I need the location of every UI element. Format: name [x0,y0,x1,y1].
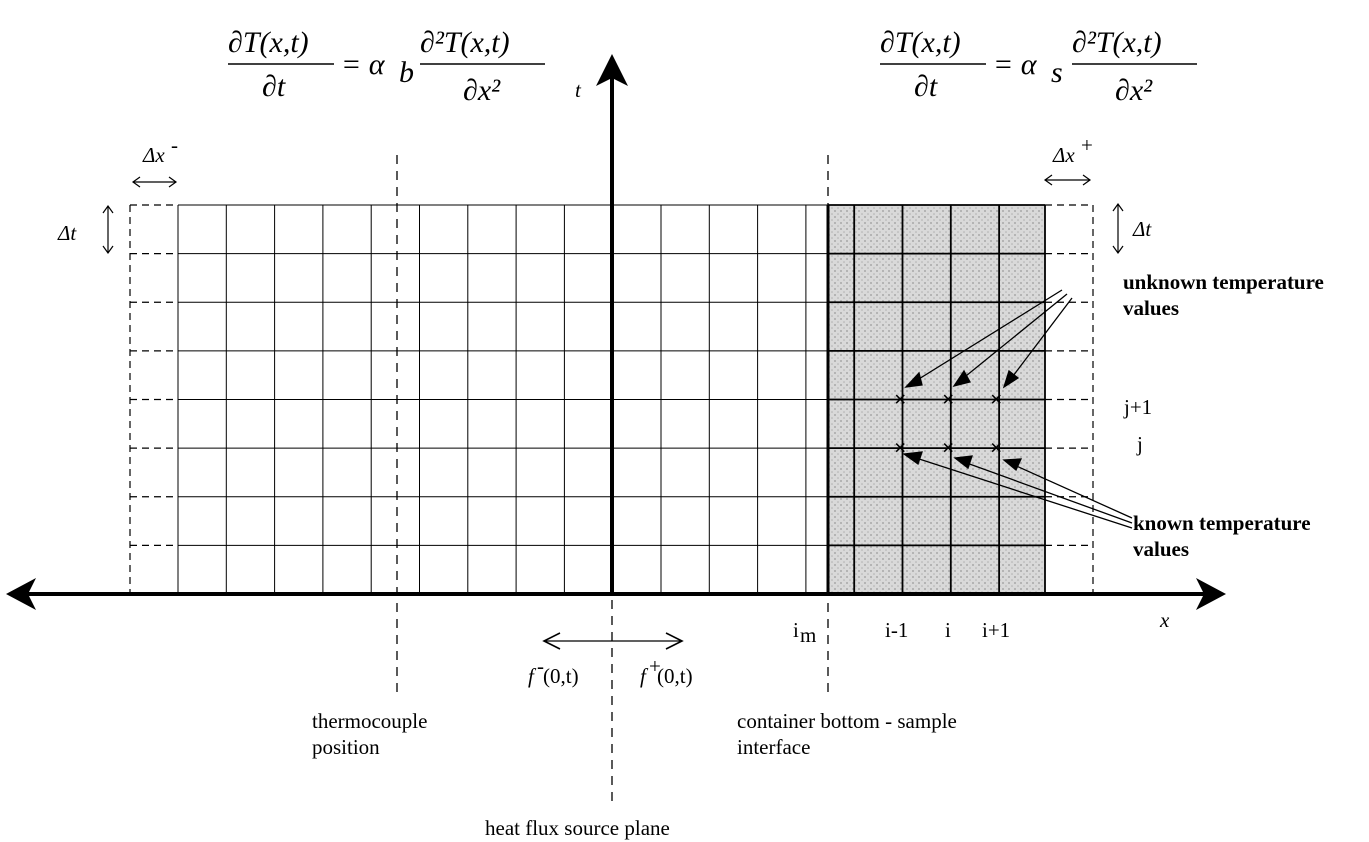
x-axis-left-arrow [6,578,36,610]
known-arrows [902,451,1133,529]
interface-label-line2: interface [737,735,810,759]
x-axis-right-arrow [1196,578,1226,610]
flux-arrow [542,632,684,650]
dt-left-label: Δt [57,221,77,245]
j-label: j [1136,432,1143,456]
left-eq-coefficient-sub: b [399,56,414,89]
dt-right-label: Δt [1132,217,1152,241]
flux-plus-arg: (0,t) [657,664,693,688]
left-eq-coefficient: = α [341,48,386,81]
flux-plus-f: f [640,664,649,688]
flux-plus-sup: + [649,654,661,678]
right-eq-coefficient-sub: s [1051,56,1063,89]
computational-grid [177,204,1046,594]
dt-right-dimension: Δt [1112,202,1152,255]
dx-plus-sup: + [1081,133,1093,157]
known-node-marker: × [990,435,1003,460]
unknown-node-marker: × [942,387,955,412]
dt-left-dimension: Δt [57,204,114,255]
j-plus-1-label: j+1 [1123,395,1152,419]
ghost-cells [129,204,1094,594]
right-eq-rhs-numerator: ∂²T(x,t) [1072,26,1162,59]
i-m-sub: m [800,623,816,647]
i-label: i [945,618,951,642]
dx-minus-dimension: Δx - [131,133,178,188]
dx-plus-dimension: Δx + [1043,133,1093,186]
right-equation: ∂T(x,t) ∂t = α s ∂²T(x,t) ∂x² [880,26,1197,107]
unknown-label-line1: unknown temperature [1123,270,1324,294]
left-eq-lhs-numerator: ∂T(x,t) [228,26,309,59]
t-axis-label: t [575,78,582,102]
thermocouple-label-line1: thermocouple [312,709,427,733]
unknown-arrows [904,289,1073,389]
dx-plus-label: Δx [1052,143,1075,167]
flux-minus-f: f [528,664,537,688]
right-eq-coefficient: = α [993,48,1038,81]
unknown-label-line2: values [1123,296,1179,320]
flux-minus-sup: - [537,654,544,678]
dx-minus-label: Δx [142,143,165,167]
known-label-line1: known temperature [1133,511,1311,535]
left-equation: ∂T(x,t) ∂t = α b ∂²T(x,t) ∂x² [228,26,545,107]
x-axis-label: x [1159,608,1170,632]
i-m-label: i [793,618,799,642]
left-eq-rhs-numerator: ∂²T(x,t) [420,26,510,59]
left-eq-lhs-denominator: ∂t [262,70,286,103]
i-plus-1-label: i+1 [982,618,1010,642]
dx-minus-sup: - [171,133,178,157]
i-minus-1-label: i-1 [885,618,908,642]
source-plane-label: heat flux source plane [485,816,670,840]
interface-label-line1: container bottom - sample [737,709,957,733]
left-eq-rhs-denominator: ∂x² [463,74,501,107]
unknown-node-marker: × [990,387,1003,412]
known-node-marker: × [894,435,907,460]
t-axis-arrow [596,54,628,86]
known-node-marker: × [942,435,955,460]
known-label-line2: values [1133,537,1189,561]
right-eq-rhs-denominator: ∂x² [1115,74,1153,107]
right-eq-lhs-numerator: ∂T(x,t) [880,26,961,59]
unknown-node-marker: × [894,387,907,412]
flux-minus-arg: (0,t) [543,664,579,688]
thermocouple-label-line2: position [312,735,380,759]
right-eq-lhs-denominator: ∂t [914,70,938,103]
